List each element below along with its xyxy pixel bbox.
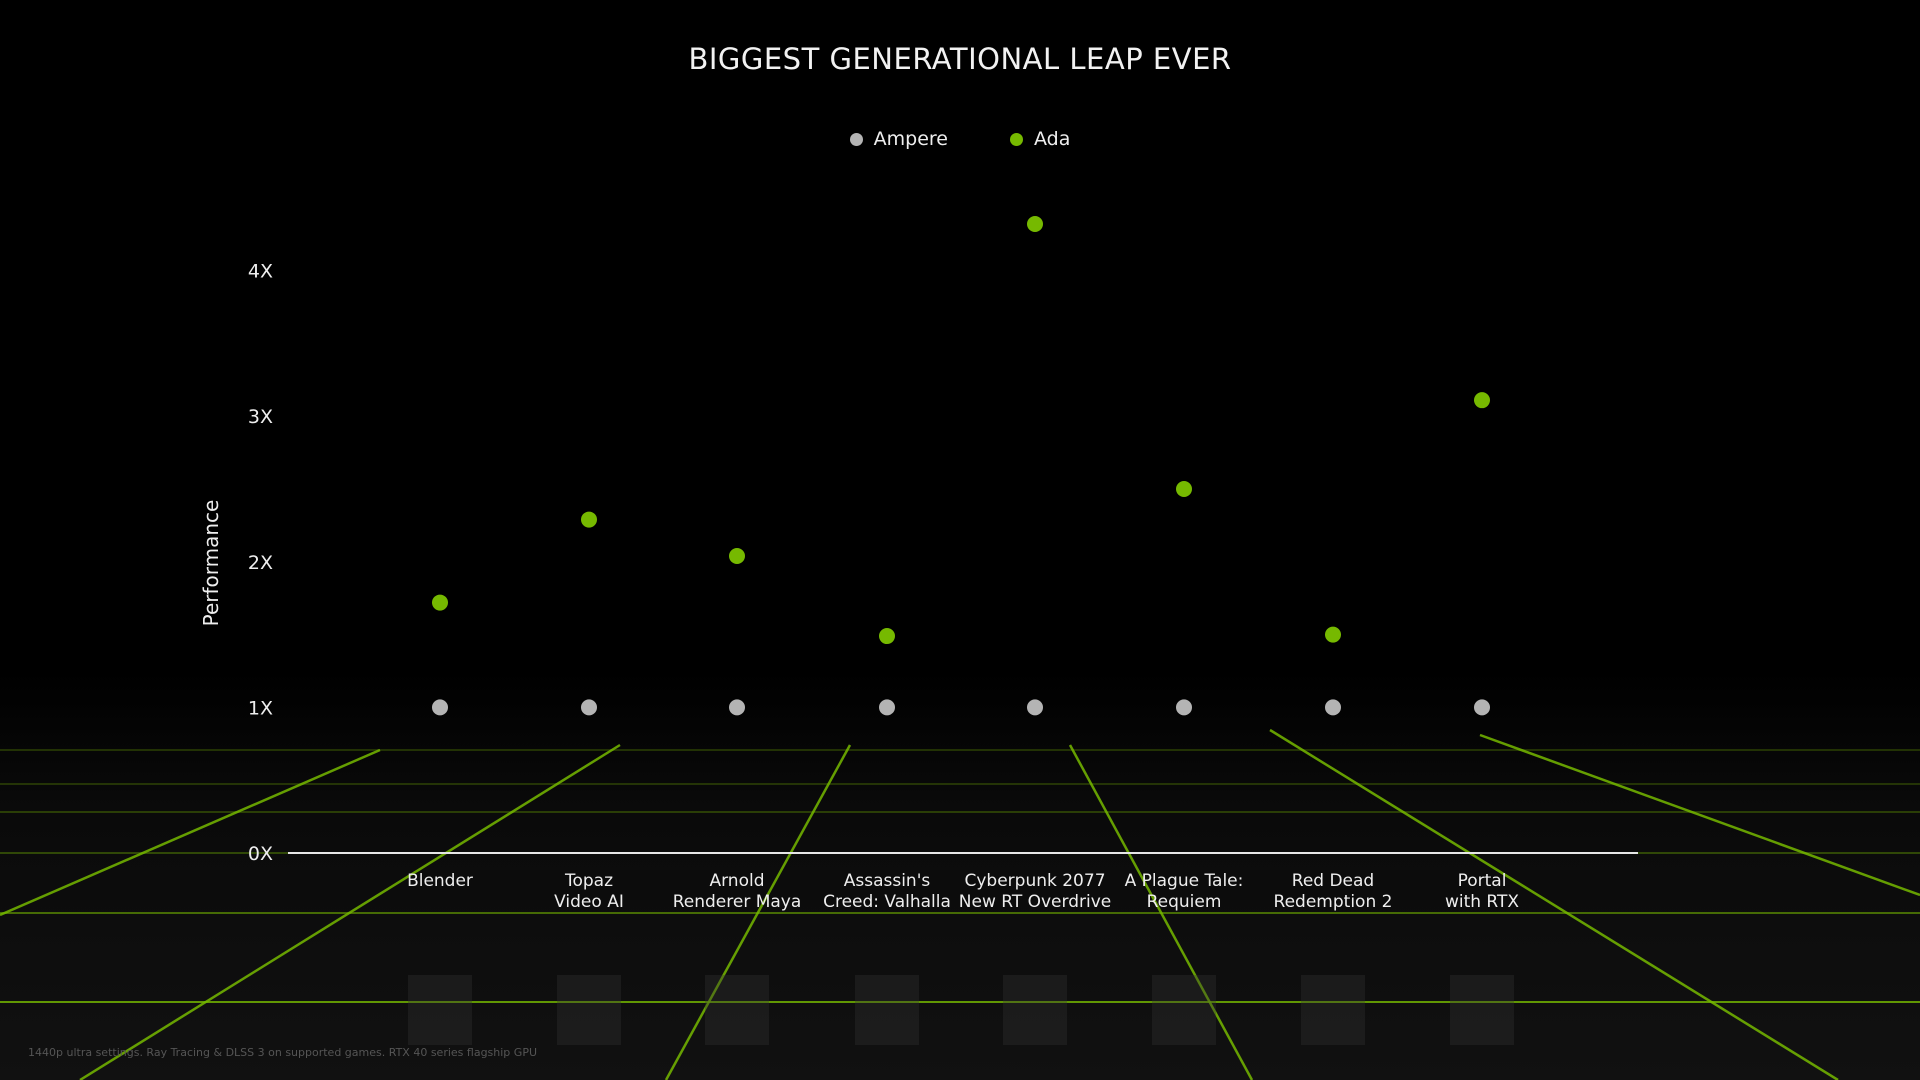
x-tick-label: Video AI (554, 892, 624, 912)
legend: Ampere Ada (0, 128, 1920, 150)
chart-title: BIGGEST GENERATIONAL LEAP EVER (688, 42, 1232, 76)
floor-grid-diagonal (79, 743, 621, 1080)
data-point-ampere (1027, 699, 1043, 716)
label-reflection (1003, 975, 1067, 1045)
floor-grid-diagonal (0, 748, 381, 917)
data-point-ada (581, 511, 597, 528)
y-tick-label: 2X (248, 552, 273, 574)
y-tick-label: 0X (248, 843, 273, 865)
x-tick-label: Renderer Maya (673, 892, 802, 912)
x-tick-label: Requiem (1147, 892, 1222, 912)
legend-marker-ampere (849, 132, 863, 146)
legend-label-ampere: Ampere (873, 128, 948, 150)
y-tick-label: 3X (248, 406, 273, 428)
floor-grid-diagonal (1479, 733, 1920, 897)
legend-item-ampere: Ampere (849, 128, 948, 150)
data-point-ampere (1325, 699, 1341, 716)
floor-grid-diagonal (1269, 728, 1839, 1080)
legend-marker-ada (1009, 132, 1023, 146)
data-point-ampere (1474, 699, 1490, 716)
x-tick-label: Assassin's (844, 871, 931, 891)
x-tick-label: A Plague Tale: (1125, 871, 1244, 891)
data-point-ampere (879, 699, 895, 716)
x-tick-label: Arnold (709, 871, 764, 891)
x-tick-label: Creed: Valhalla (823, 892, 951, 912)
label-reflection (557, 975, 621, 1045)
legend-item-ada: Ada (1009, 128, 1071, 150)
x-tick-label: Red Dead (1292, 871, 1374, 891)
data-point-ada (432, 594, 448, 611)
x-tick-label: Blender (407, 871, 473, 891)
x-tick-label: Portal (1458, 871, 1507, 891)
label-reflection (1450, 975, 1514, 1045)
y-axis-label: Performance (199, 500, 223, 627)
data-point-ada (879, 628, 895, 645)
x-tick-label: with RTX (1445, 892, 1519, 912)
data-point-ada (1325, 626, 1341, 643)
footnote: 1440p ultra settings. Ray Tracing & DLSS… (28, 1046, 537, 1059)
x-tick-label: Cyberpunk 2077 (964, 871, 1105, 891)
data-point-ampere (1176, 699, 1192, 716)
y-tick-label: 1X (248, 697, 273, 719)
x-tick-label: Redemption 2 (1274, 892, 1393, 912)
data-point-ada (1176, 481, 1192, 497)
data-point-ada (1474, 392, 1490, 409)
data-point-ampere (729, 699, 745, 716)
y-tick-label: 4X (248, 261, 273, 283)
data-point-ampere (581, 699, 597, 716)
floor-grid-diagonal (664, 744, 852, 1080)
data-point-ada (1027, 216, 1043, 233)
data-point-ampere (432, 699, 448, 716)
legend-label-ada: Ada (1033, 128, 1071, 150)
floor-grid-diagonal (1068, 744, 1254, 1080)
x-tick-label: New RT Overdrive (959, 892, 1111, 912)
label-reflection (1152, 975, 1216, 1045)
label-reflection (855, 975, 919, 1045)
label-reflection (1301, 975, 1365, 1045)
label-reflection (408, 975, 472, 1045)
x-tick-label: Topaz (564, 871, 613, 891)
data-point-ada (729, 547, 745, 564)
label-reflection (705, 975, 769, 1045)
